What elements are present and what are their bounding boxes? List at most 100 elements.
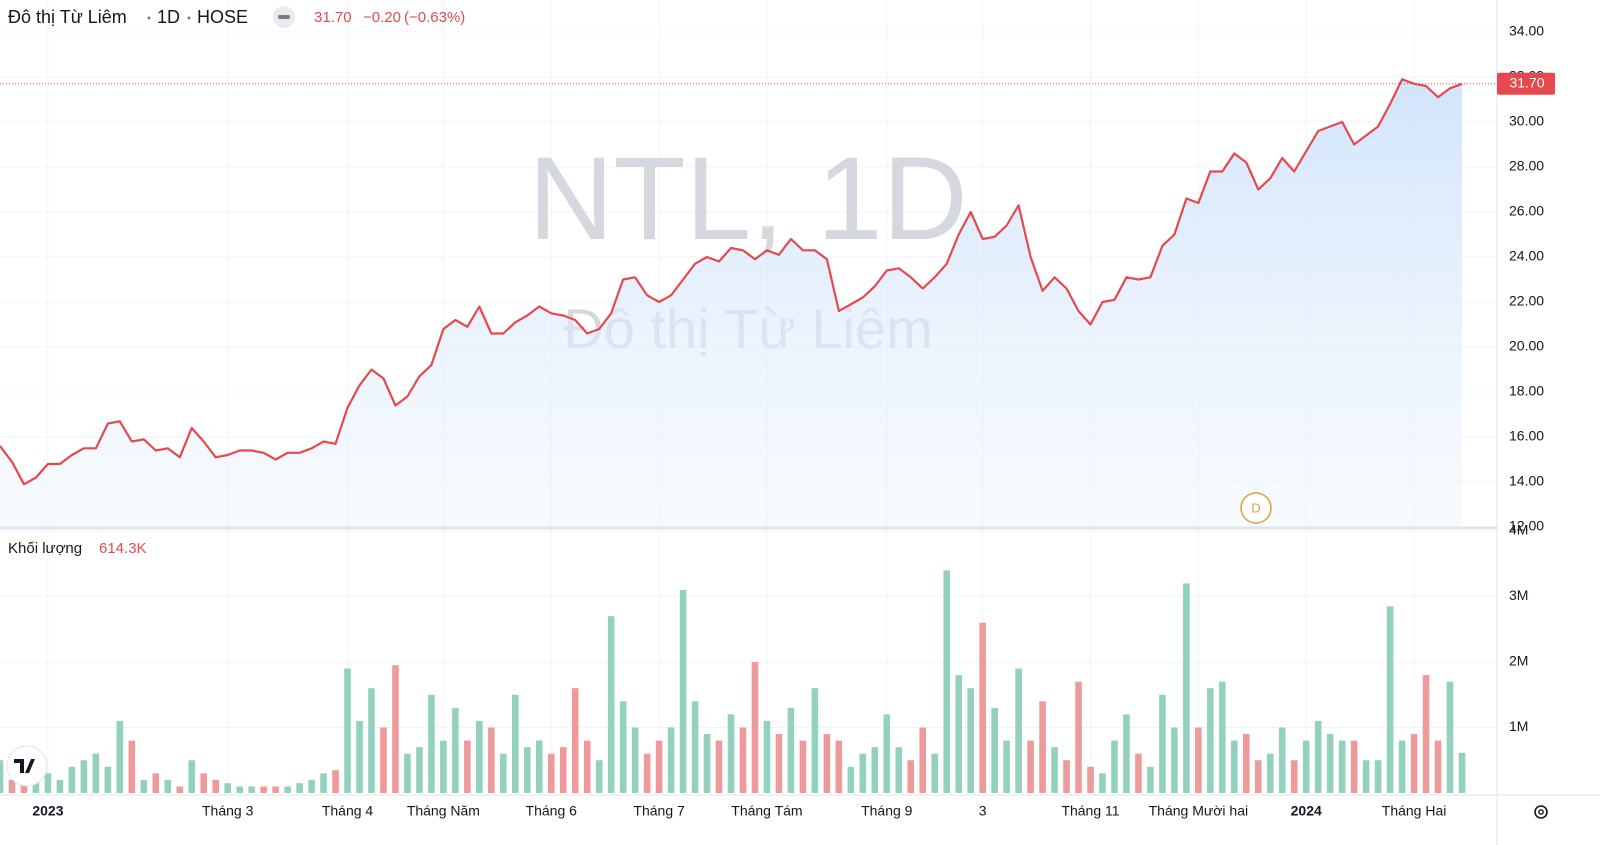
volume-bar <box>1171 727 1178 793</box>
volume-bar <box>583 740 591 793</box>
volume-bar <box>1458 752 1466 793</box>
x-tick-label: Tháng 9 <box>861 803 913 819</box>
volume-bar <box>356 720 363 793</box>
y-tick-label: 30.00 <box>1509 113 1544 129</box>
volume-bar <box>895 747 903 793</box>
volume-bar <box>667 727 675 793</box>
volume-bar <box>1254 760 1262 793</box>
volume-bar <box>32 779 40 793</box>
volume-bar <box>1338 740 1346 793</box>
volume-bar <box>1266 753 1274 793</box>
last-price: 31.70 <box>314 9 352 26</box>
logo-button[interactable] <box>6 745 48 787</box>
plot <box>0 78 1497 793</box>
volume-bar <box>547 753 555 793</box>
volume-bar <box>128 740 136 793</box>
volume-bar <box>1051 747 1058 793</box>
y-tick-label: 20.00 <box>1509 338 1544 354</box>
x-tick-label: Tháng 7 <box>633 803 685 819</box>
volume-bar <box>104 766 112 793</box>
volume-bar <box>1231 740 1238 793</box>
volume-bar <box>751 662 759 793</box>
volume-bar <box>200 773 208 793</box>
volume-bar <box>92 753 100 793</box>
volume-bar <box>236 786 243 793</box>
price-change-pct: (−0.63%) <box>404 9 465 26</box>
volume-bar <box>655 740 663 793</box>
volume-bar <box>1410 734 1418 793</box>
volume-bar <box>967 688 974 793</box>
volume-bar <box>907 760 915 793</box>
volume-bar <box>871 747 879 793</box>
volume-bar <box>691 701 699 793</box>
volume-bar <box>476 720 483 793</box>
volume-bar <box>116 720 124 793</box>
x-tick-label: Tháng Năm <box>407 803 480 819</box>
volume-bar <box>1087 766 1094 793</box>
y-tick-label: 3M <box>1509 587 1528 603</box>
x-tick-label: Tháng Hai <box>1382 803 1447 819</box>
x-tick-label: Tháng Tám <box>731 803 802 819</box>
symbol-name: Đô thị Từ Liêm <box>8 7 127 27</box>
volume-bar <box>775 734 783 793</box>
settings-icon-center <box>1538 809 1544 815</box>
volume-bar <box>416 747 423 793</box>
volume-bar <box>1446 681 1454 793</box>
x-tick-label: Tháng 11 <box>1061 803 1119 819</box>
volume-bar <box>380 727 387 793</box>
volume-bar <box>931 753 939 793</box>
price-line <box>0 78 1463 486</box>
x-tick-label: 2024 <box>1291 803 1322 819</box>
volume-bar <box>368 688 375 793</box>
volume-bar <box>1183 583 1190 793</box>
y-tick-label: 28.00 <box>1509 158 1544 174</box>
volume-bar <box>571 688 579 793</box>
volume-bar <box>248 786 255 793</box>
volume-bar <box>440 740 447 793</box>
volume-bar <box>188 760 196 793</box>
volume-bar <box>595 760 603 793</box>
volume-bar <box>308 779 315 793</box>
volume-bar <box>224 783 231 793</box>
price-change: −0.20 <box>363 9 401 26</box>
settings-button[interactable] <box>1534 805 1548 819</box>
volume-bar <box>1147 766 1154 793</box>
volume-bar <box>164 779 172 793</box>
dot <box>187 16 191 20</box>
volume-bar <box>535 740 543 793</box>
volume-bar <box>511 694 519 793</box>
y-tick-label: 16.00 <box>1509 428 1544 444</box>
volume-bar <box>1350 740 1358 793</box>
volume-bar <box>1099 773 1106 793</box>
volume-bar <box>1398 740 1406 793</box>
y-tick-label: 14.00 <box>1509 473 1544 489</box>
volume-bar <box>607 616 615 793</box>
volume-bar <box>1027 740 1034 793</box>
volume-bar <box>284 786 291 793</box>
dividend-marker[interactable] <box>1240 492 1272 524</box>
volume-bar <box>1242 734 1250 793</box>
volume-bar <box>1123 714 1130 793</box>
volume-bar <box>0 760 4 793</box>
volume-bar <box>44 773 52 793</box>
volume-bar <box>1290 760 1298 793</box>
last-price-box <box>1497 72 1555 95</box>
dot <box>147 16 151 20</box>
volume-bar <box>500 753 507 793</box>
y-tick-label: 1M <box>1509 718 1528 734</box>
volume-bar <box>1075 681 1082 793</box>
volume-bar <box>1219 681 1226 793</box>
volume-bar <box>1374 760 1382 793</box>
volume-bar <box>643 753 651 793</box>
volume-bar <box>296 783 303 793</box>
logo <box>14 759 35 773</box>
volume-bar <box>8 779 16 793</box>
last-price-axis-label: 31.70 <box>1509 74 1544 90</box>
volume-bar <box>152 773 160 793</box>
volume-bar <box>799 740 807 793</box>
dividend-marker-label: D <box>1251 500 1260 515</box>
volume-bar <box>835 740 843 793</box>
volume-bar <box>80 760 88 793</box>
volume-bar <box>847 766 855 793</box>
volume-title: Khối lượng <box>8 540 82 557</box>
